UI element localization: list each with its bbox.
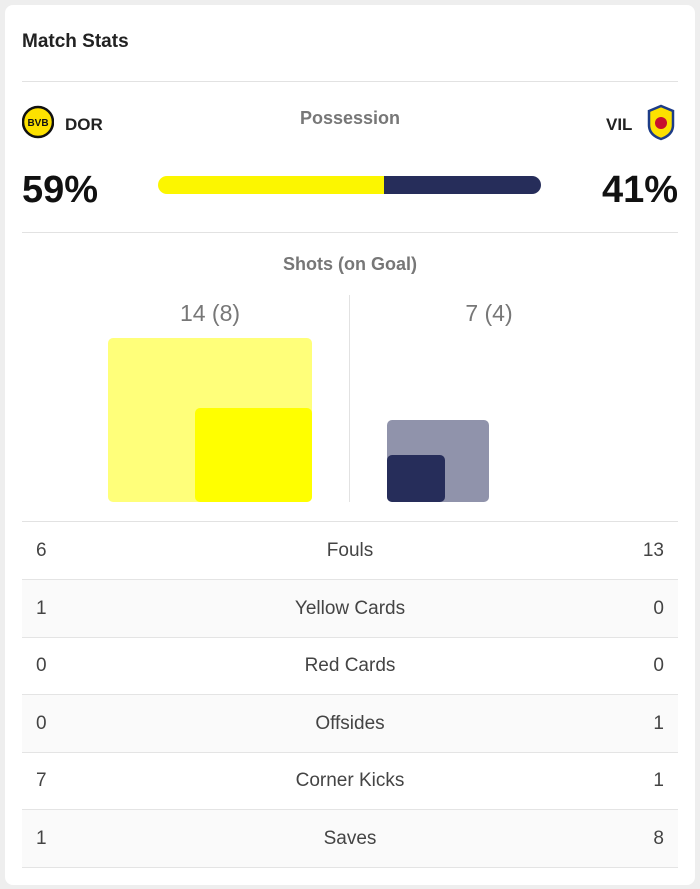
home-value: 7 [36,770,47,791]
divider [22,232,678,233]
home-possession: 59% [22,169,99,211]
divider [22,81,678,82]
divider [22,521,678,522]
away-logo [647,104,675,141]
stat-label: Yellow Cards [294,597,406,619]
stat-label: Corner Kicks [295,770,405,791]
home-logo: BVB [22,105,54,139]
stat-row: 1 Saves 8 [22,809,678,868]
stat-row: 1 Yellow Cards 0 [22,579,678,638]
home-shots-on-goal [195,408,312,502]
away-abbr: VIL [606,115,633,134]
away-shots-on-goal [387,455,446,502]
home-abbr: DOR [65,115,103,134]
stat-row: 6 Fouls 13 [22,522,678,580]
away-value: 8 [653,827,664,849]
stat-label: Red Cards [304,655,396,676]
away-shots-label: 7 (4) [465,300,513,326]
home-value: 1 [36,827,47,849]
stat-label: Saves [323,827,377,849]
home-shots-label: 14 (8) [179,300,241,326]
stat-row: 7 Corner Kicks 1 [22,752,678,810]
stat-label: Offsides [315,712,385,734]
possession-bar [158,176,541,194]
away-possession: 41% [601,169,678,211]
possession-title: Possession [299,108,401,128]
home-possession-bar [158,176,384,194]
svg-text:BVB: BVB [27,118,48,129]
home-value: 0 [36,712,47,734]
shots-divider [349,295,350,502]
away-possession-bar [383,176,541,194]
away-value: 0 [653,655,664,676]
card-title: Match Stats [22,31,129,52]
stat-row: 0 Offsides 1 [22,694,678,753]
home-value: 6 [36,540,47,561]
home-value: 0 [36,655,47,676]
away-value: 0 [653,597,664,619]
stat-label: Fouls [326,540,374,561]
home-value: 1 [36,597,47,619]
stat-row: 0 Red Cards 0 [22,637,678,695]
match-stats-card: Match Stats BVB DOR Possession VIL 59% 4… [5,5,695,885]
away-value: 1 [653,712,664,734]
away-value: 1 [653,770,664,791]
away-value: 13 [642,540,664,561]
shots-title: Shots (on Goal) [283,254,417,274]
